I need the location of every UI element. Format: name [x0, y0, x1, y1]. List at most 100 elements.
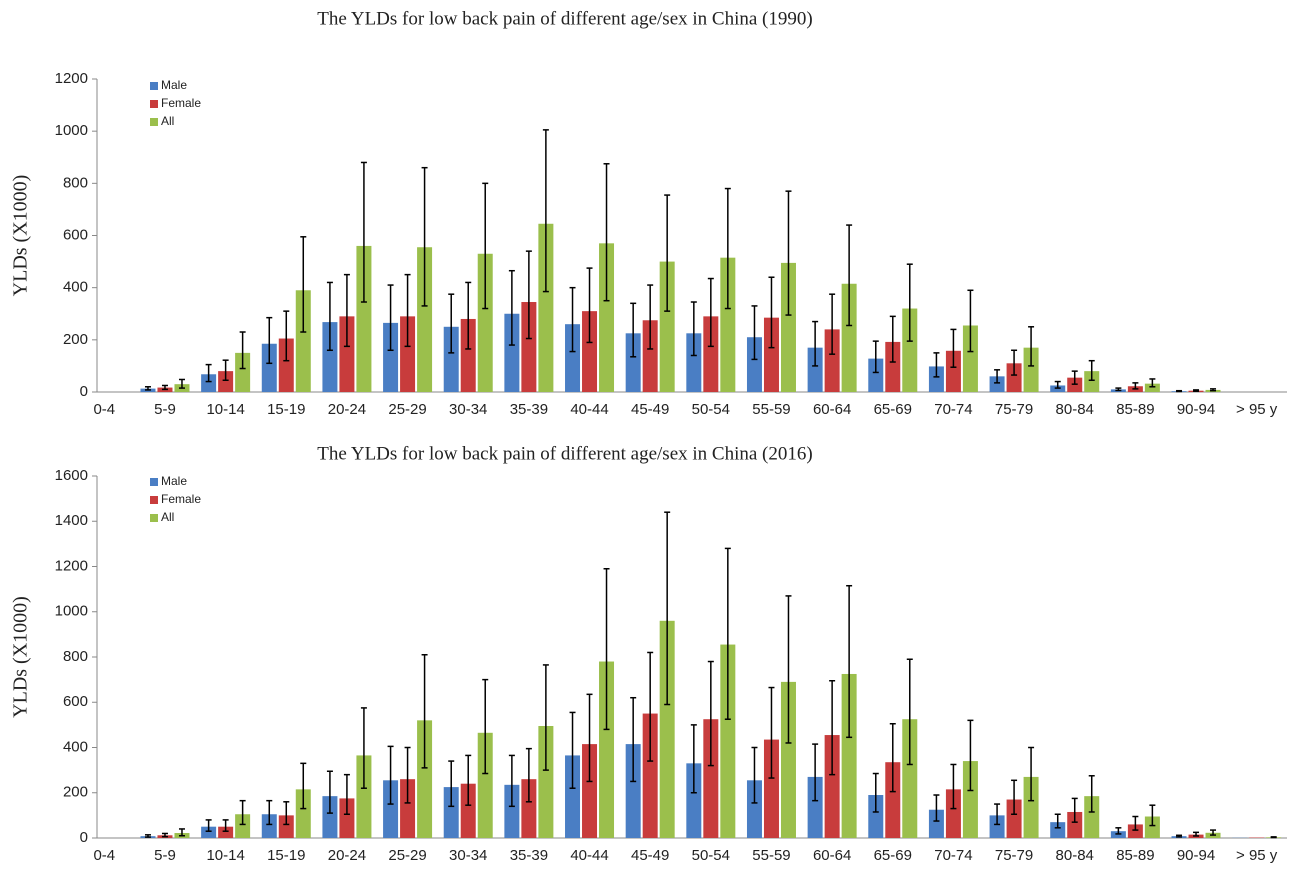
x-tick-label: > 95 y [1236, 847, 1278, 864]
bar [1006, 363, 1022, 392]
error-bar [872, 772, 879, 813]
bar [1084, 796, 1100, 838]
bar [720, 644, 736, 838]
bar [565, 755, 581, 838]
error-bar [482, 182, 489, 310]
error-bar [751, 305, 758, 361]
x-tick-label: 15-19 [267, 847, 305, 864]
bar [642, 320, 658, 392]
bar [278, 815, 294, 838]
error-bar [994, 803, 1001, 826]
bar [582, 311, 598, 392]
y-tick-label: 400 [63, 279, 88, 296]
error-bar [906, 263, 913, 342]
error-bar [785, 190, 792, 316]
y-tick-label: 1400 [55, 512, 88, 529]
x-tick-label: 35-39 [510, 847, 548, 864]
bar [295, 290, 311, 392]
chart-title: The YLDs for low back pain of different … [317, 8, 812, 29]
error-bar [647, 284, 654, 350]
error-bar [482, 678, 489, 775]
x-tick-label: 10-14 [206, 401, 244, 418]
bar [477, 732, 493, 838]
bar [659, 620, 675, 838]
x-tick-label: 55-59 [752, 401, 790, 418]
error-bar [630, 302, 637, 358]
y-tick-label: 200 [63, 331, 88, 348]
bar [780, 681, 796, 838]
error-bar [1011, 349, 1018, 376]
bar [383, 322, 399, 392]
error-bar [144, 834, 151, 838]
error-bar [1028, 746, 1035, 802]
error-bar [785, 595, 792, 744]
bar [1050, 822, 1066, 838]
bar [928, 809, 944, 838]
error-bar [1115, 387, 1122, 392]
x-tick-label: 0-4 [93, 847, 115, 864]
error-bar [144, 386, 151, 391]
bar [928, 366, 944, 392]
error-bar [448, 293, 455, 354]
bar [460, 783, 476, 838]
error-bar [222, 819, 229, 832]
chart-title: The YLDs for low back pain of different … [317, 443, 812, 464]
bar [1023, 776, 1039, 838]
error-bar [1132, 382, 1139, 390]
x-tick-label: 45-49 [631, 847, 669, 864]
error-bar [1071, 797, 1078, 823]
legend-swatch [150, 514, 158, 522]
error-bar [508, 269, 515, 346]
error-bar [889, 722, 896, 793]
legend-label: All [161, 510, 174, 524]
bar [443, 787, 459, 838]
bar [780, 262, 796, 392]
y-tick-label: 400 [63, 738, 88, 755]
error-bar [542, 664, 549, 771]
error-bar [161, 384, 168, 391]
bar [902, 308, 918, 392]
error-bar [387, 745, 394, 805]
error-bar [239, 799, 246, 826]
error-bar [421, 166, 428, 307]
error-bar [1176, 834, 1183, 838]
error-bar [525, 250, 532, 340]
error-bar [1210, 388, 1217, 392]
bar [504, 313, 520, 392]
bar [659, 261, 675, 392]
bar [824, 735, 840, 838]
error-bar [161, 832, 168, 838]
bar [261, 814, 277, 838]
x-tick-label: 80-84 [1056, 401, 1094, 418]
bar [278, 338, 294, 392]
error-bar [1270, 836, 1277, 839]
error-bar [664, 194, 671, 312]
x-tick-label: 90-94 [1177, 847, 1215, 864]
x-tick-label: 15-19 [267, 401, 305, 418]
error-bar [1088, 359, 1095, 382]
error-bar [829, 293, 836, 355]
error-bar [933, 352, 940, 378]
error-bar [950, 328, 957, 368]
error-bar [829, 680, 836, 776]
bar [339, 316, 355, 392]
error-bar [300, 762, 307, 810]
error-bar [586, 267, 593, 344]
bar [400, 316, 416, 392]
error-bar [933, 794, 940, 822]
y-tick-label: 200 [63, 784, 88, 801]
error-bar [569, 711, 576, 789]
error-bar [300, 236, 307, 333]
bar [261, 343, 277, 392]
error-bar [1149, 804, 1156, 827]
legend-swatch [150, 478, 158, 486]
x-tick-label: 75-79 [995, 401, 1033, 418]
legend-label: All [161, 114, 174, 128]
bar [218, 371, 234, 392]
x-tick-label: 50-54 [692, 847, 730, 864]
error-bar [283, 310, 290, 362]
bar [962, 325, 978, 392]
bar [763, 317, 779, 392]
bar [989, 376, 1005, 392]
bar [1144, 383, 1160, 392]
